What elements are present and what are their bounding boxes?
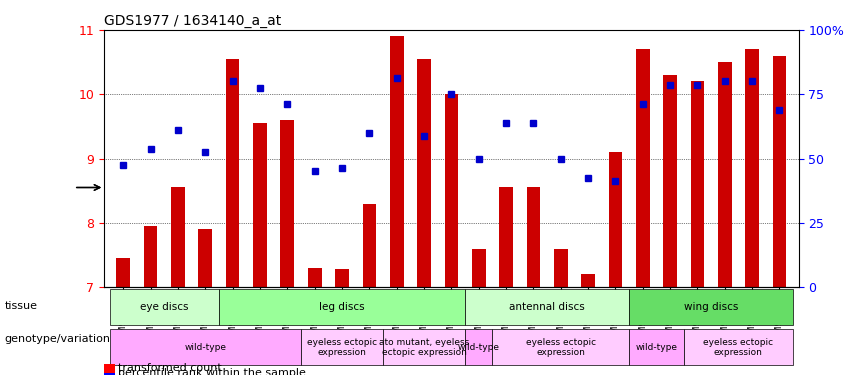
Bar — [363, 204, 376, 287]
FancyBboxPatch shape — [684, 329, 793, 366]
Text: leg discs: leg discs — [319, 302, 365, 312]
FancyBboxPatch shape — [492, 329, 629, 366]
Bar — [308, 268, 321, 287]
Bar — [144, 226, 157, 287]
Bar — [608, 152, 622, 287]
Text: transformed count: transformed count — [118, 363, 222, 373]
Bar — [636, 49, 649, 287]
Text: ato mutant, eyeless
ectopic expression: ato mutant, eyeless ectopic expression — [379, 338, 469, 357]
FancyBboxPatch shape — [629, 329, 684, 366]
FancyBboxPatch shape — [629, 289, 793, 325]
Text: genotype/variation: genotype/variation — [4, 334, 110, 344]
Bar — [554, 249, 568, 287]
Bar — [390, 36, 404, 287]
Text: eye discs: eye discs — [140, 302, 188, 312]
Bar — [418, 59, 431, 287]
Text: wild-type: wild-type — [457, 343, 500, 352]
Bar — [472, 249, 485, 287]
FancyBboxPatch shape — [383, 329, 465, 366]
Text: wild-type: wild-type — [635, 343, 677, 352]
FancyBboxPatch shape — [109, 329, 301, 366]
Text: antennal discs: antennal discs — [510, 302, 585, 312]
FancyBboxPatch shape — [109, 289, 219, 325]
FancyBboxPatch shape — [301, 329, 383, 366]
Text: eyeless ectopic
expression: eyeless ectopic expression — [307, 338, 377, 357]
Bar — [663, 75, 677, 287]
Text: eyeless ectopic
expression: eyeless ectopic expression — [703, 338, 773, 357]
Bar — [718, 62, 732, 287]
Bar — [746, 49, 759, 287]
Bar — [116, 258, 130, 287]
FancyBboxPatch shape — [465, 329, 492, 366]
Text: wing discs: wing discs — [684, 302, 739, 312]
Text: GDS1977 / 1634140_a_at: GDS1977 / 1634140_a_at — [104, 13, 281, 28]
Text: wild-type: wild-type — [184, 343, 227, 352]
Bar — [527, 188, 540, 287]
Bar — [499, 188, 513, 287]
Bar — [226, 59, 240, 287]
Bar — [199, 229, 212, 287]
FancyBboxPatch shape — [465, 289, 629, 325]
Text: percentile rank within the sample: percentile rank within the sample — [118, 368, 306, 375]
Bar — [253, 123, 266, 287]
Bar — [444, 94, 458, 287]
Text: tissue: tissue — [4, 301, 37, 310]
Bar — [280, 120, 294, 287]
Bar — [335, 269, 349, 287]
Bar — [171, 188, 185, 287]
Bar — [582, 274, 595, 287]
Bar — [691, 81, 704, 287]
Bar — [773, 56, 786, 287]
Text: eyeless ectopic
expression: eyeless ectopic expression — [526, 338, 595, 357]
FancyBboxPatch shape — [219, 289, 465, 325]
